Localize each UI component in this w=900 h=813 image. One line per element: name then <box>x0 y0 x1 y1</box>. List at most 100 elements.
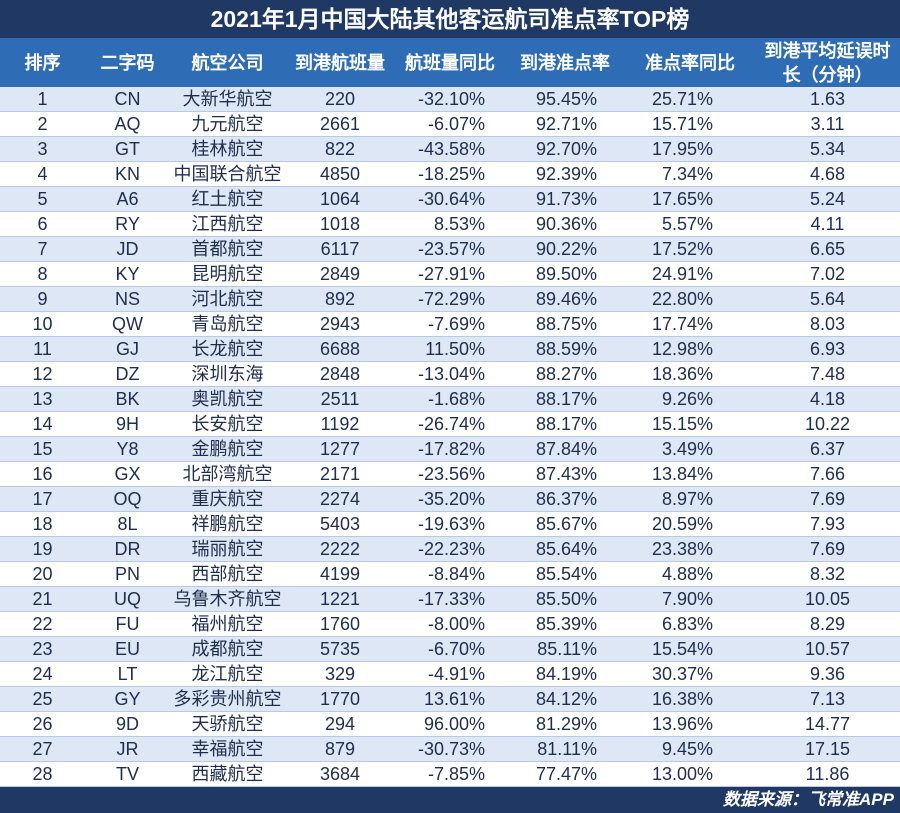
cell-avg-delay-minutes: 7.69 <box>809 539 846 559</box>
cell-on-time-rate-yoy: 7.90% <box>661 589 713 609</box>
cell-avg-delay-minutes: 10.22 <box>804 414 851 434</box>
cell-airline-code: LT <box>117 664 138 684</box>
cell-avg-delay-minutes: 7.66 <box>809 464 846 484</box>
cell-on-time-rate-yoy: 18.36% <box>651 364 713 384</box>
cell-airline-name: 金鹏航空 <box>191 439 264 459</box>
cell-on-time-rate: 89.50% <box>535 264 597 284</box>
cell-airline-code: GT <box>115 139 140 159</box>
cell-airline-name: 瑞丽航空 <box>191 539 264 559</box>
cell-on-time-rate-yoy: 3.49% <box>661 439 713 459</box>
cell-on-time-rate: 85.54% <box>535 564 597 584</box>
cell-avg-delay-minutes: 6.37 <box>809 439 846 459</box>
cell-on-time-rate-yoy: 15.15% <box>651 414 713 434</box>
cell-rank: 23 <box>32 639 53 659</box>
cell-avg-delay-minutes: 11.86 <box>805 764 850 784</box>
cell-avg-delay-minutes: 7.13 <box>809 689 846 709</box>
cell-airline-code: KN <box>114 164 140 184</box>
cell-airline-code: BK <box>115 389 140 409</box>
header-label: 航班量同比 <box>405 52 495 73</box>
header-avg-delay-minutes: 到港平均延误时长（分钟） <box>755 38 900 87</box>
cell-arrival-flights: 2661 <box>319 114 361 134</box>
cell-on-time-rate-yoy: 4.88% <box>661 564 713 584</box>
cell-rank: 22 <box>32 614 53 634</box>
cell-arrival-flights: 5403 <box>319 514 361 534</box>
table-row: 6 RY 江西航空 1018 8.53% 90.36% 5.57% 4.11 <box>0 212 900 237</box>
cell-airline-name: 深圳东海 <box>191 364 264 384</box>
cell-airline-code: QW <box>112 314 143 334</box>
cell-arrival-flights: 2274 <box>319 489 361 509</box>
cell-avg-delay-minutes: 8.29 <box>809 614 846 634</box>
cell-rank: 17 <box>32 489 53 509</box>
cell-airline-name: 中国联合航空 <box>173 164 282 184</box>
cell-airline-code: DZ <box>115 364 140 384</box>
cell-avg-delay-minutes: 4.18 <box>809 389 846 409</box>
cell-flights-yoy: -8.84% <box>427 564 485 584</box>
table-row: 25 GY 多彩贵州航空 1770 13.61% 84.12% 16.38% 7.13 <box>0 687 900 712</box>
cell-airline-name: 江西航空 <box>191 214 264 234</box>
cell-on-time-rate: 89.46% <box>535 289 597 309</box>
cell-on-time-rate: 85.11% <box>537 639 597 659</box>
header-label: 到港平均延误时长（分钟） <box>764 40 891 85</box>
cell-rank: 2 <box>37 114 48 134</box>
cell-on-time-rate: 85.67% <box>535 514 597 534</box>
cell-rank: 7 <box>37 239 48 259</box>
table-row: 5 A6 红土航空 1064 -30.64% 91.73% 17.65% 5.24 <box>0 187 900 212</box>
header-label: 航空公司 <box>191 52 264 73</box>
cell-on-time-rate-yoy: 16.38% <box>651 689 713 709</box>
header-airline-name: 航空公司 <box>170 38 285 87</box>
table-row: 24 LT 龙江航空 329 -4.91% 84.19% 30.37% 9.36 <box>0 662 900 687</box>
table-row: 18 8L 祥鹏航空 5403 -19.63% 85.67% 20.59% 7.93 <box>0 512 900 537</box>
cell-on-time-rate-yoy: 20.59% <box>651 514 713 534</box>
table-row: 23 EU 成都航空 5735 -6.70% 85.11% 15.54% 10.57 <box>0 637 900 662</box>
cell-flights-yoy: -30.73% <box>417 739 485 759</box>
cell-arrival-flights: 1221 <box>319 589 361 609</box>
cell-flights-yoy: -32.10% <box>417 89 485 109</box>
table-row: 27 JR 幸福航空 879 -30.73% 81.11% 9.45% 17.15 <box>0 737 900 762</box>
table-row: 12 DZ 深圳东海 2848 -13.04% 88.27% 18.36% 7.48 <box>0 362 900 387</box>
cell-on-time-rate-yoy: 9.45% <box>661 739 713 759</box>
cell-avg-delay-minutes: 5.64 <box>809 289 846 309</box>
cell-flights-yoy: -27.91% <box>417 264 485 284</box>
cell-avg-delay-minutes: 5.24 <box>809 189 846 209</box>
cell-avg-delay-minutes: 14.77 <box>804 714 851 734</box>
cell-rank: 8 <box>37 264 48 284</box>
cell-rank: 14 <box>32 414 53 434</box>
cell-airline-name: 昆明航空 <box>191 264 264 284</box>
cell-on-time-rate-yoy: 30.37% <box>651 664 713 684</box>
cell-on-time-rate-yoy: 6.83% <box>661 614 713 634</box>
header-airline-code: 二字码 <box>85 38 170 87</box>
cell-on-time-rate: 81.11% <box>537 739 597 759</box>
table-row: 22 FU 福州航空 1760 -8.00% 85.39% 6.83% 8.29 <box>0 612 900 637</box>
cell-on-time-rate-yoy: 15.54% <box>651 639 713 659</box>
cell-rank: 21 <box>32 589 53 609</box>
cell-arrival-flights: 879 <box>324 739 356 759</box>
cell-on-time-rate: 88.27% <box>535 364 597 384</box>
cell-arrival-flights: 892 <box>324 289 356 309</box>
cell-airline-code: RY <box>115 214 140 234</box>
cell-arrival-flights: 220 <box>324 89 356 109</box>
cell-on-time-rate: 92.70% <box>535 139 597 159</box>
cell-airline-name: 祥鹏航空 <box>191 514 264 534</box>
cell-arrival-flights: 2943 <box>319 314 361 334</box>
cell-rank: 15 <box>32 439 53 459</box>
cell-on-time-rate: 88.17% <box>535 414 597 434</box>
cell-avg-delay-minutes: 6.65 <box>809 239 846 259</box>
cell-avg-delay-minutes: 6.93 <box>809 339 846 359</box>
cell-on-time-rate-yoy: 8.97% <box>661 489 713 509</box>
table-row: 3 GT 桂林航空 822 -43.58% 92.70% 17.95% 5.34 <box>0 137 900 162</box>
cell-rank: 18 <box>32 514 53 534</box>
table-body: 1 CN 大新华航空 220 -32.10% 95.45% 25.71% 1.63 2 AQ 九元航… <box>0 87 900 787</box>
cell-airline-name: 九元航空 <box>191 114 264 134</box>
cell-airline-code: UQ <box>114 589 141 609</box>
cell-airline-code: NS <box>114 289 140 309</box>
cell-arrival-flights: 2171 <box>319 464 361 484</box>
cell-rank: 11 <box>33 339 52 359</box>
cell-airline-code: DR <box>114 539 141 559</box>
cell-avg-delay-minutes: 4.11 <box>810 214 845 234</box>
cell-flights-yoy: -35.20% <box>417 489 485 509</box>
cell-flights-yoy: -26.74% <box>417 414 485 434</box>
cell-avg-delay-minutes: 7.02 <box>809 264 846 284</box>
cell-flights-yoy: -22.23% <box>417 539 485 559</box>
cell-on-time-rate: 81.29% <box>535 714 597 734</box>
cell-on-time-rate-yoy: 24.91% <box>651 264 713 284</box>
